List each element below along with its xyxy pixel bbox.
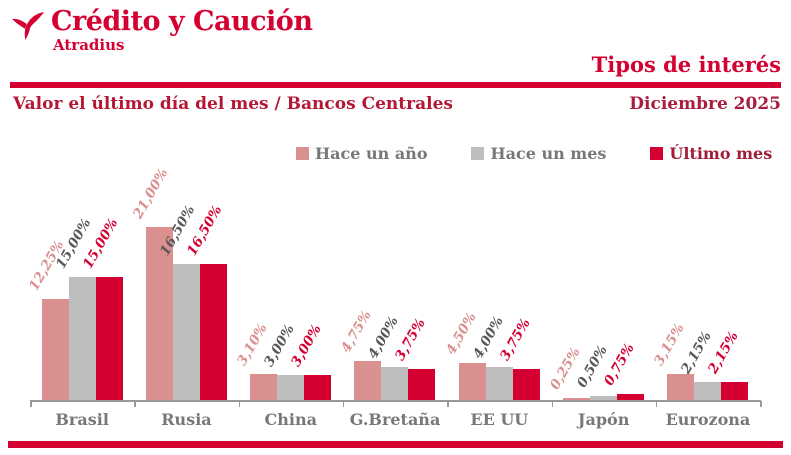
- legend-label: Hace un mes: [490, 144, 607, 163]
- bar: [145, 227, 173, 400]
- axis-tick: [760, 401, 762, 407]
- brand-text: Crédito y Caución Atradius: [51, 6, 313, 54]
- bar: [381, 367, 409, 400]
- bar: [354, 360, 382, 400]
- brand-logo: Crédito y Caución Atradius: [11, 6, 313, 54]
- bar: [694, 382, 722, 400]
- category-label: Eurozona: [665, 410, 751, 429]
- bar: [250, 374, 278, 400]
- bar: [199, 264, 227, 400]
- legend-swatch-salmon: [296, 147, 309, 160]
- bar: [721, 382, 749, 400]
- footer-rule: [8, 441, 783, 448]
- category-label: G.Bretaña: [349, 410, 441, 429]
- legend-swatch-red: [650, 147, 664, 160]
- bar: [277, 375, 305, 400]
- legend-item-hace-un-mes: Hace un mes: [471, 144, 606, 163]
- bar: [667, 374, 695, 400]
- bar: [41, 299, 69, 400]
- axis-tick: [655, 401, 658, 407]
- legend-swatch-gray: [471, 147, 485, 160]
- legend-label: Último mes: [669, 144, 773, 163]
- header-rule: [10, 82, 781, 88]
- bar: [512, 369, 540, 400]
- bar: [458, 362, 486, 400]
- legend: Hace un año Hace un mes Último mes: [296, 144, 772, 163]
- legend-item-ultimo-mes: Último mes: [650, 144, 772, 163]
- axis-tick: [551, 401, 553, 407]
- bar: [408, 369, 436, 400]
- report-date: Diciembre 2025: [629, 94, 781, 114]
- category-label: China: [264, 410, 317, 429]
- category-label: Japón: [577, 410, 630, 429]
- bar: [304, 375, 332, 400]
- axis-tick: [238, 401, 241, 407]
- x-axis-line: [30, 400, 761, 402]
- page-title: Tipos de interés: [591, 52, 781, 77]
- bar: [172, 264, 200, 400]
- bar: [68, 276, 96, 400]
- bar-value-label: 21,00%: [129, 165, 172, 222]
- bar: [95, 276, 123, 400]
- bar: [617, 393, 644, 400]
- category-label: Brasil: [55, 410, 109, 429]
- brand-subname: Atradius: [53, 36, 125, 54]
- axis-tick: [342, 401, 345, 407]
- bar: [563, 397, 590, 400]
- tri-blade-arrow-icon: [12, 12, 44, 40]
- report-subtitle: Valor el último día del mes / Bancos Cen…: [13, 94, 453, 114]
- brand-name: Crédito y Caución: [51, 6, 313, 37]
- bar: [590, 395, 617, 400]
- bar: [485, 367, 513, 400]
- legend-item-hace-un-ano: Hace un año: [296, 144, 427, 163]
- category-label: EE UU: [470, 410, 529, 429]
- category-label: Rusia: [161, 410, 212, 429]
- axis-tick: [134, 401, 136, 407]
- legend-label: Hace un año: [315, 144, 428, 163]
- axis-tick: [30, 401, 32, 407]
- axis-tick: [447, 401, 449, 407]
